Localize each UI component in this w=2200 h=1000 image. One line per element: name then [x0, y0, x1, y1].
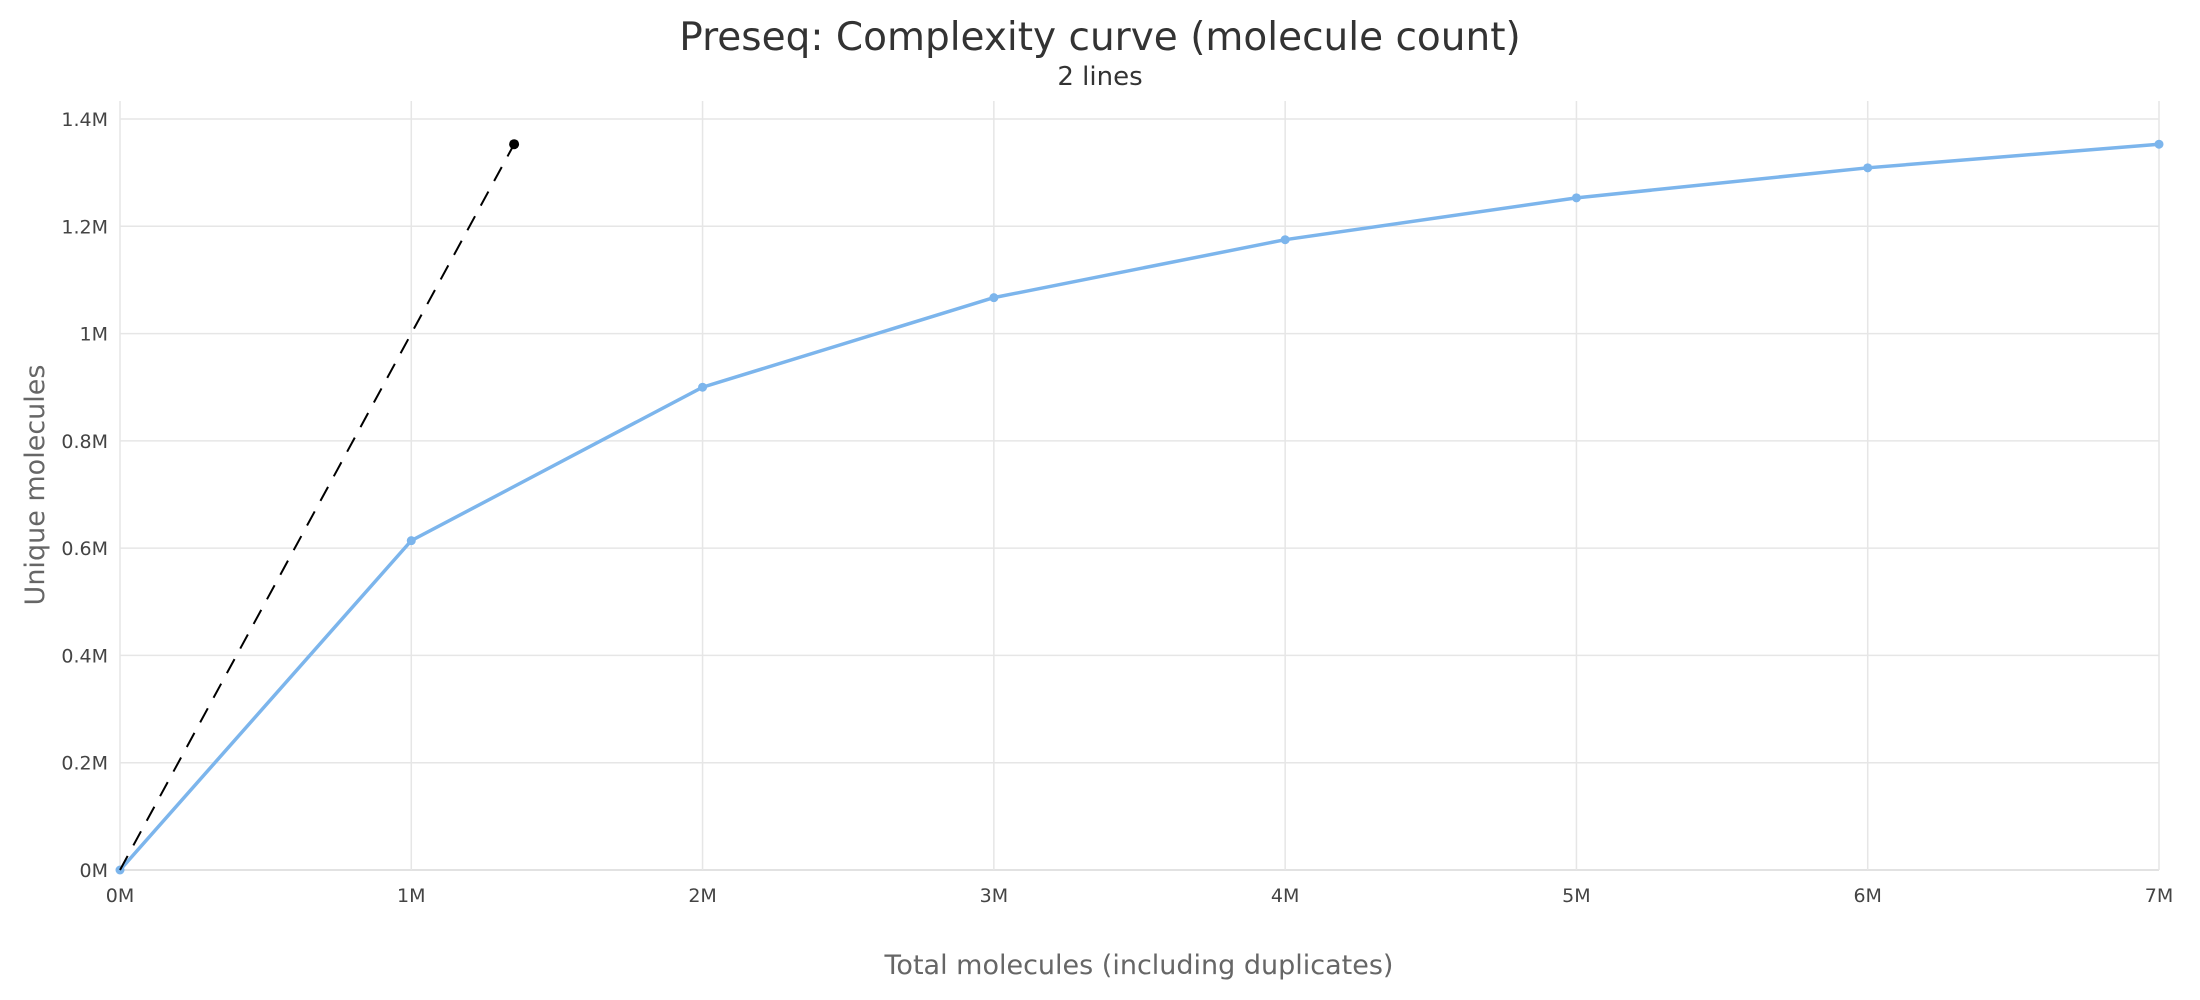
data-point — [509, 139, 520, 150]
chart-subtitle: 2 lines — [1057, 62, 1142, 92]
data-point — [1571, 193, 1581, 203]
tick-labels: 0M 0.2M 0.4M 0.6M 0.8M 1M 1.2M 1.4M 0M 1M 2M 3M 4M 5M… — [61, 109, 2173, 907]
data-point — [406, 536, 416, 546]
x-tick-label: 5M — [1562, 885, 1590, 907]
x-tick-label: 3M — [980, 885, 1008, 907]
x-tick-label: 4M — [1271, 885, 1299, 907]
x-axis-title: Total molecules (including duplicates) — [884, 950, 1394, 981]
x-tick-label: 1M — [397, 885, 425, 907]
y-tick-label: 0.8M — [61, 431, 108, 453]
y-tick-label: 0M — [80, 860, 108, 882]
y-tick-label: 0.6M — [61, 538, 108, 560]
series-line-1 — [118, 142, 2160, 872]
x-tick-label: 7M — [2145, 885, 2173, 907]
data-point — [698, 382, 708, 392]
y-tick-label: 1M — [80, 324, 108, 346]
series-line-2 — [119, 143, 515, 871]
data-point — [989, 293, 999, 303]
y-tick-label: 1.2M — [61, 216, 108, 238]
series-group — [115, 139, 2164, 875]
y-axis-title: Unique molecules — [20, 365, 51, 606]
grid — [119, 101, 2160, 871]
data-point — [1280, 235, 1290, 245]
y-tick-label: 0.2M — [61, 753, 108, 775]
x-tick-label: 6M — [1853, 885, 1881, 907]
x-tick-label: 0M — [106, 885, 134, 907]
chart-title: Preseq: Complexity curve (molecule count… — [679, 15, 1520, 60]
x-tick-label: 2M — [688, 885, 716, 907]
y-tick-label: 0.4M — [61, 645, 108, 667]
data-point — [1863, 163, 1873, 173]
y-tick-label: 1.4M — [61, 109, 108, 131]
data-point — [2154, 139, 2164, 149]
